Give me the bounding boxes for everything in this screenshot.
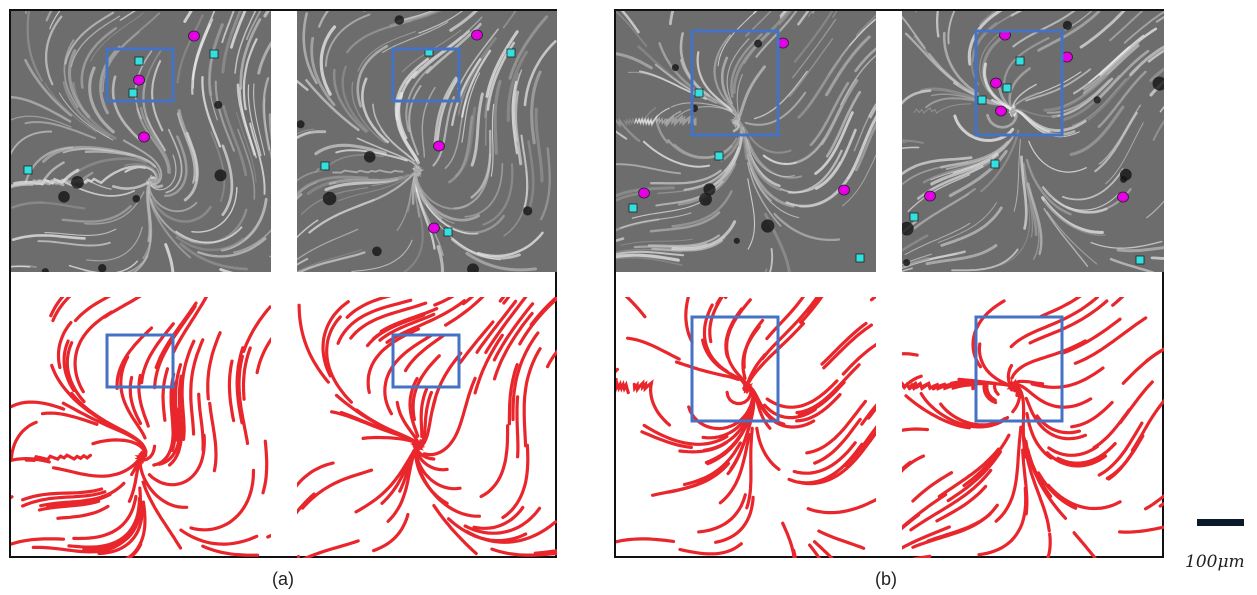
square-marker-icon [694, 88, 704, 98]
stripe-lines [11, 297, 271, 558]
dark-spot [71, 176, 84, 189]
circle-marker-icon [995, 105, 1007, 117]
circle-marker-icon [133, 74, 145, 86]
dark-spot [372, 246, 382, 257]
micrograph-b-right [902, 11, 1164, 272]
square-marker-icon [320, 161, 330, 171]
dark-spot [761, 219, 775, 233]
circle-marker-icon [471, 29, 483, 41]
micrograph-a-left [11, 11, 271, 272]
stripe-map-svg [902, 297, 1164, 558]
fiber-texture [11, 11, 271, 272]
micrograph-b-left [616, 11, 876, 272]
stripe-map-a-right [297, 297, 557, 558]
circle-marker-icon [428, 222, 440, 234]
scale-bar-label: 100μm [1185, 552, 1245, 572]
square-marker-icon [209, 49, 219, 59]
stripe-map-svg [11, 297, 271, 558]
circle-marker-icon [838, 184, 850, 196]
roi-box-icon [391, 47, 461, 103]
micrograph-svg [902, 11, 1164, 272]
stripe-lines [616, 297, 876, 558]
square-marker-icon [628, 203, 638, 213]
square-marker-icon [909, 212, 919, 222]
circle-marker-icon [990, 77, 1002, 89]
stripe-map-svg [616, 297, 876, 558]
roi-box-icon [974, 29, 1064, 137]
square-marker-icon [1135, 255, 1145, 265]
roi-box-icon [105, 333, 175, 389]
dark-spot [523, 206, 533, 216]
dark-spot [902, 221, 914, 236]
square-marker-icon [23, 165, 33, 175]
dark-spot [1093, 96, 1101, 104]
dark-spot [1119, 168, 1132, 181]
stripe-map-a-left [11, 297, 271, 558]
dark-spot [214, 100, 223, 109]
micrograph-svg [616, 11, 876, 272]
dark-spot [363, 151, 376, 163]
dark-spot [903, 259, 911, 267]
dark-spot [297, 120, 305, 129]
circle-marker-icon [188, 30, 200, 42]
square-marker-icon [128, 88, 138, 98]
dark-spot [98, 264, 107, 272]
dark-spot [467, 263, 479, 272]
square-marker-icon [1015, 56, 1025, 66]
roi-box-icon [391, 333, 461, 389]
scale-bar [1197, 519, 1244, 526]
circle-marker-icon [924, 190, 936, 202]
circle-marker-icon [138, 131, 150, 143]
micrograph-svg [11, 11, 271, 272]
roi-box-icon [690, 29, 780, 137]
fiber-texture [902, 11, 1164, 272]
square-marker-icon [714, 151, 724, 161]
stripe-lines [902, 297, 1164, 558]
circle-marker-icon [433, 140, 445, 152]
dark-spot [322, 191, 337, 206]
square-marker-icon [855, 253, 865, 263]
dark-spot [1062, 20, 1072, 30]
stripe-map-b-right [902, 297, 1164, 558]
dark-spot [699, 192, 712, 206]
stripe-lines [297, 297, 557, 558]
square-marker-icon [1002, 83, 1012, 93]
stripe-map-b-left [616, 297, 876, 558]
dark-spot [214, 169, 227, 182]
dark-spot [132, 195, 141, 203]
panel-a-caption: (a) [272, 569, 294, 589]
dark-spot [733, 237, 740, 244]
micrograph-a-right [297, 11, 557, 272]
dark-spot [1152, 76, 1164, 91]
micrograph-svg [297, 11, 557, 272]
dark-spot [754, 39, 763, 48]
roi-box-icon [105, 47, 175, 103]
square-marker-icon [990, 159, 1000, 169]
dark-spot [394, 15, 405, 25]
dark-spot [41, 268, 49, 272]
roi-box-icon [974, 315, 1064, 423]
stripe-map-svg [297, 297, 557, 558]
square-marker-icon [443, 227, 453, 237]
circle-marker-icon [638, 187, 650, 199]
dark-spot [58, 191, 70, 203]
dark-spot [671, 64, 679, 72]
dark-spot [703, 183, 716, 196]
roi-box-icon [690, 315, 780, 423]
square-marker-icon [134, 56, 144, 66]
panel-b [614, 9, 1164, 558]
circle-marker-icon [1117, 191, 1129, 203]
panel-a [9, 9, 557, 558]
square-marker-icon [506, 48, 516, 58]
panel-b-caption: (b) [875, 569, 897, 589]
fiber-texture [297, 11, 557, 272]
square-marker-icon [977, 95, 987, 105]
